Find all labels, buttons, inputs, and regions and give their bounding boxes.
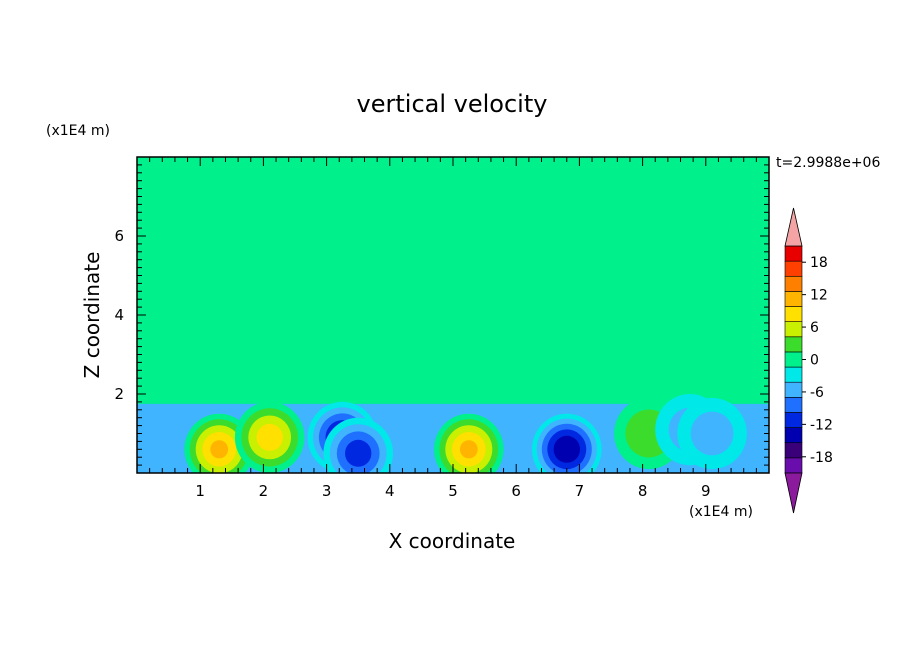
- colorbar-swatch: [784, 442, 803, 459]
- x-tick-label: 8: [638, 482, 648, 500]
- x-tick-label: 7: [575, 482, 585, 500]
- x-tick-label: 9: [701, 482, 711, 500]
- y-unit-label: (x1E4 m): [46, 123, 110, 139]
- colorbar-swatch: [784, 260, 803, 277]
- colorbar-swatch: [784, 366, 803, 383]
- colorbar-tick-label: -18: [810, 450, 833, 466]
- y-tick-labels: 2 4 6: [114, 227, 124, 403]
- colorbar-over-arrow: [784, 207, 803, 247]
- x-tick-label: 1: [195, 482, 205, 500]
- colorbar-swatch: [784, 427, 803, 444]
- updraft-contour: [210, 440, 229, 459]
- wave-bands: [137, 159, 769, 406]
- updraft-contour: [256, 423, 283, 451]
- colorbar-swatch: [784, 291, 803, 307]
- colorbar-under-arrow: [784, 472, 803, 514]
- wave-band: [137, 326, 769, 343]
- wave-band: [137, 362, 769, 389]
- axis-ticks: [136, 156, 770, 474]
- plot-area: [137, 157, 769, 473]
- colorbar-swatch: [784, 245, 803, 262]
- colorbar-tick-label: 0: [810, 353, 819, 369]
- x-tick-label: 4: [385, 482, 395, 500]
- x-unit-label: (x1E4 m): [689, 504, 753, 520]
- time-label: t=2.9988e+06: [776, 155, 880, 171]
- colorbar-swatch: [784, 397, 803, 413]
- downdraft-contour: [553, 435, 580, 463]
- y-tick-label: 6: [114, 227, 124, 245]
- y-axis-label: Z coordinate: [80, 252, 104, 379]
- y-tick-label: 2: [114, 385, 124, 403]
- colorbar-tick-label: -12: [810, 417, 833, 433]
- downdraft-contour: [345, 439, 372, 467]
- wave-band: [137, 385, 769, 406]
- wave-band: [137, 198, 769, 221]
- x-tick-label: 3: [322, 482, 332, 500]
- wave-band: [137, 301, 769, 326]
- x-tick-labels: 1 2 3 4 5 6 7 8 9: [195, 482, 710, 500]
- wave-band: [137, 280, 769, 306]
- colorbar-swatch: [784, 306, 803, 322]
- colorbar-tick-label: 6: [810, 320, 819, 336]
- x-tick-label: 6: [511, 482, 521, 500]
- wave-band: [137, 159, 769, 179]
- updraft-contour: [459, 440, 478, 459]
- colorbar-swatch: [784, 275, 803, 292]
- colorbar-tick-label: -6: [810, 385, 824, 401]
- updraft-contour: [523, 160, 547, 169]
- colorbar-swatch: [784, 457, 803, 474]
- colorbar-tick-label: 18: [810, 255, 828, 271]
- chart-title: vertical velocity: [357, 90, 548, 118]
- colorbar-swatch: [784, 336, 803, 353]
- x-axis-label: X coordinate: [389, 529, 516, 553]
- wave-band: [137, 263, 769, 283]
- convective-cells: [137, 160, 769, 473]
- colorbar-swatch: [784, 321, 803, 338]
- colorbar: 18 12 6 0 -6 -12 -18: [784, 207, 833, 514]
- colorbar-swatch: [784, 412, 803, 428]
- y-tick-label: 4: [114, 306, 124, 324]
- x-tick-label: 2: [259, 482, 269, 500]
- wave-band: [137, 344, 769, 364]
- x-tick-label: 5: [448, 482, 458, 500]
- colorbar-tick-label: 12: [810, 288, 828, 304]
- colorbar-swatch: [784, 351, 803, 368]
- wave-band: [137, 221, 769, 245]
- downdraft-contour: [690, 411, 734, 456]
- wave-band: [137, 182, 769, 200]
- colorbar-swatch: [784, 381, 803, 398]
- wave-band: [137, 244, 769, 261]
